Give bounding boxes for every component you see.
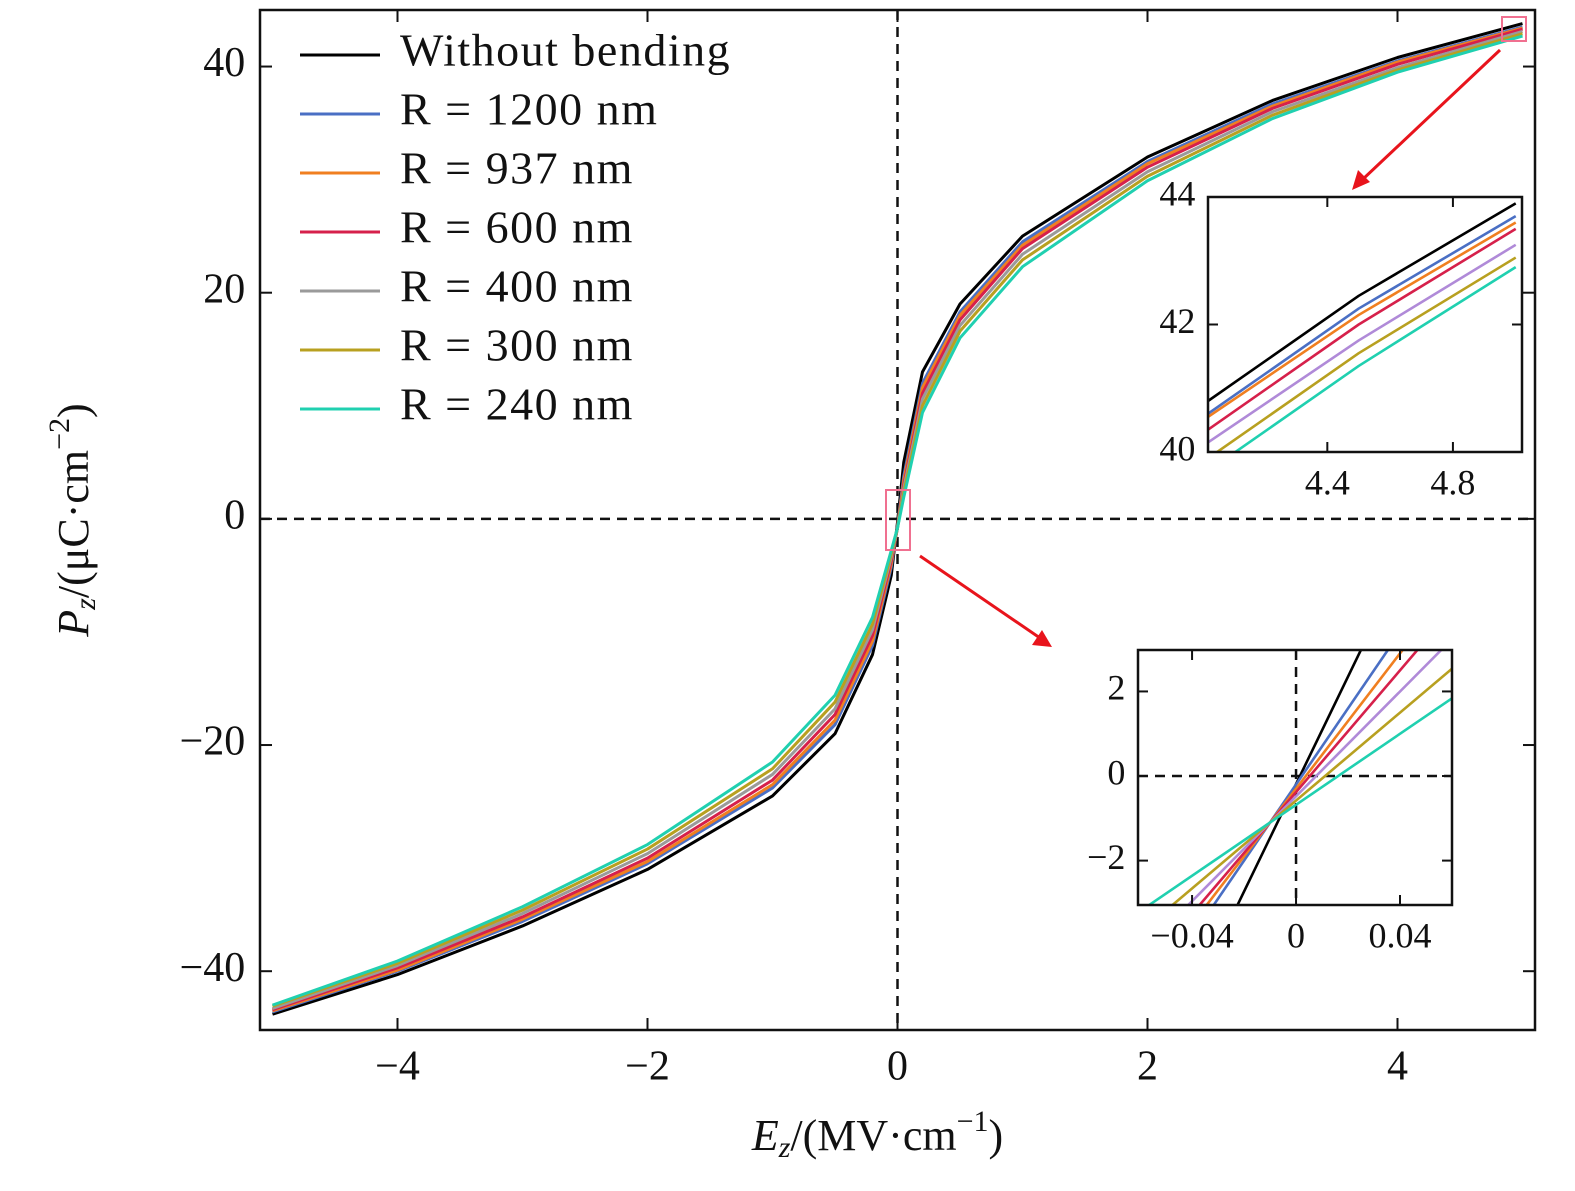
x-axis-label-part: z [778,1131,791,1164]
x-tick-label: 4.8 [1430,462,1475,502]
legend-label: R = 937 nm [400,143,634,194]
y-axis-label-part: ) [49,403,98,418]
x-tick-label: −4 [375,1044,420,1090]
y-tick-label: −2 [1087,837,1125,877]
legend-label: R = 300 nm [400,320,634,371]
y-tick-label: 2 [1107,668,1125,708]
y-tick-label: −40 [180,945,246,991]
series-line [1208,221,1517,419]
legend-label: Without bending [400,25,731,76]
plot-frame [1136,648,1454,907]
y-tick-label: 40 [1159,428,1195,468]
legend-label: R = 240 nm [400,379,634,430]
series-line [1186,650,1444,905]
panel: 4.4 4.8 40 42 44 [1159,173,1524,502]
y-tick-label: 40 [203,40,245,86]
y-tick-label: 44 [1159,173,1195,213]
series-group [1208,202,1517,452]
series-line [1212,650,1390,905]
arrow [1360,48,1502,182]
y-tick-label: 20 [203,266,245,312]
panel: −0.04 0 0.04 −2 0 2 [1087,648,1454,955]
plot-background [1208,197,1522,452]
x-axis-label-part: E [751,1111,779,1160]
panel: −4 −2 0 2 4−40−2002040Ez/(MV·cm−1)Pz/(μC·cm−… [43,8,1537,1164]
annotations [885,16,1527,647]
legend: Without bending R = 1200 nm R = 937 nm R = … [300,25,731,430]
series-line [1214,256,1517,452]
x-tick-label: 4.4 [1305,462,1350,502]
x-axis-label-part: −1 [957,1105,989,1138]
y-axis-label-part: P [49,610,98,638]
y-tick-label: 0 [1107,752,1125,792]
series-line [1208,243,1517,444]
x-tick-label: −0.04 [1150,915,1233,955]
arrow-head [1032,630,1052,647]
x-axis-label-part: ) [989,1111,1004,1160]
x-tick-label: 0.04 [1369,915,1432,955]
arrow [919,554,1041,640]
x-tick-label: 0 [887,1044,908,1090]
legend-label: R = 1200 nm [400,84,658,135]
x-tick-label: 2 [1137,1044,1158,1090]
y-tick-label: 0 [224,493,245,539]
x-tick-label: 4 [1387,1044,1408,1090]
zoom-box [885,489,911,551]
x-axis-label-part: /(MV·cm [790,1111,956,1160]
series-line [1170,666,1452,905]
x-tick-label: 0 [1287,915,1305,955]
x-tick-label: −2 [625,1044,670,1090]
arrow-head [1352,170,1370,190]
x-axis-label: Ez/(MV·cm−1) [751,1105,1003,1164]
series-group [272,22,1523,1016]
zoom-box [1501,16,1527,42]
y-tick-label: −20 [180,719,246,765]
series-line [272,34,1523,1007]
y-axis-label-part: z [69,598,102,611]
y-tick-label: 42 [1159,301,1195,341]
legend-label: R = 400 nm [400,261,634,312]
series-line [1233,266,1517,452]
series-line [1208,214,1517,415]
legend-label: R = 600 nm [400,202,634,253]
series-line [1197,650,1420,905]
series-line [1208,202,1517,403]
series-line [1146,696,1452,905]
y-axis-label-part: /(μC·cm [49,450,98,598]
series-line [1208,227,1517,431]
y-axis-label: Pz/(μC·cm−2) [43,403,102,637]
y-axis-label-part: −2 [43,418,76,450]
